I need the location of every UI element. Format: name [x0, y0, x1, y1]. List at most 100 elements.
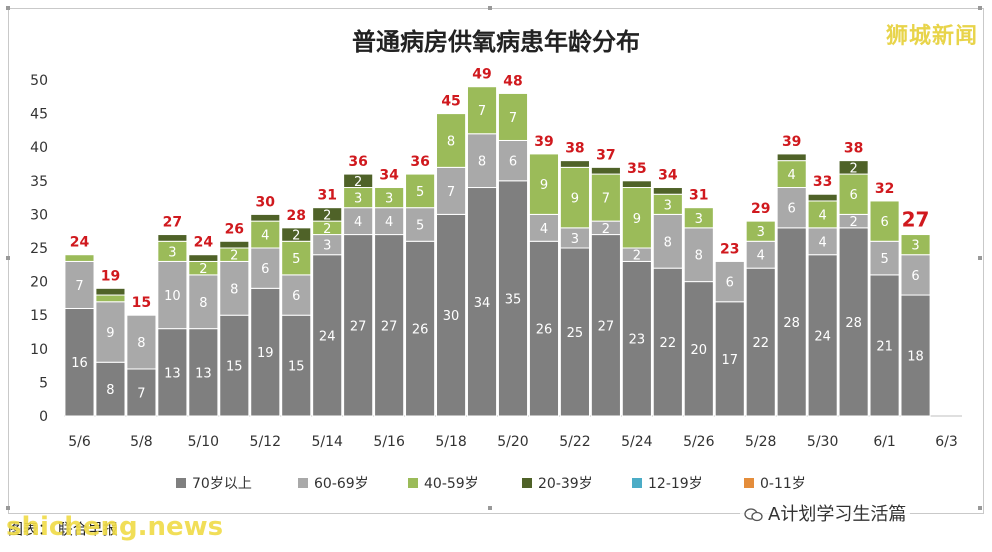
segment-label: 3 [911, 239, 919, 254]
bar-segment [466, 86, 498, 135]
x-tick-label: 5/14 [311, 434, 343, 450]
bar-segment [436, 166, 467, 215]
bar-segment [590, 166, 621, 175]
bar-segment [312, 207, 343, 222]
segment-label: 20 [691, 343, 708, 358]
total-label: 33 [813, 174, 832, 190]
total-label: 38 [844, 141, 863, 157]
bar-segment [528, 153, 560, 215]
segment-label: 18 [907, 350, 924, 365]
bar-segment [188, 254, 219, 262]
segment-label: 27 [598, 319, 615, 334]
watermark-top: 狮城新闻 [885, 24, 978, 49]
legend-swatch [632, 478, 642, 488]
segment-label: 8 [106, 383, 114, 398]
segment-label: 8 [230, 282, 238, 297]
bar-segment [312, 254, 343, 417]
total-label: 27 [163, 215, 182, 231]
total-label: 15 [132, 295, 151, 311]
bar-segment [559, 160, 590, 168]
segment-label: 26 [412, 323, 429, 338]
segment-label: 6 [880, 215, 888, 230]
bar-segment [652, 267, 683, 417]
total-label: 19 [101, 268, 120, 284]
segment-label: 4 [819, 208, 827, 223]
segment-label: 24 [814, 329, 831, 344]
segment-label: 4 [385, 215, 393, 230]
bar-chart: 0510152025303540455016724891978151310327… [30, 67, 962, 492]
resize-handle[interactable] [978, 256, 982, 260]
segment-label: 9 [106, 326, 114, 341]
bar-segment [838, 173, 869, 215]
legend-swatch [298, 478, 308, 488]
y-tick-label: 30 [30, 207, 48, 223]
x-tick-label: 5/24 [621, 434, 653, 450]
chart-title: 普通病房供氧病患年龄分布 [352, 28, 640, 56]
resize-handle[interactable] [6, 6, 10, 10]
segment-label: 22 [660, 336, 677, 351]
bar-segment [374, 187, 405, 209]
bar-segment [559, 166, 590, 229]
total-label: 30 [256, 194, 276, 210]
segment-label: 5 [416, 185, 424, 200]
bar-segment [95, 301, 126, 363]
total-label: 48 [503, 73, 522, 89]
bar-segment [188, 274, 219, 330]
segment-label: 2 [849, 215, 857, 230]
bar-segment [900, 254, 931, 296]
bar-segment [250, 287, 281, 417]
bar-segment [188, 328, 219, 417]
bar-segment [95, 361, 126, 417]
bar-segment [714, 260, 745, 303]
segment-label: 2 [849, 161, 857, 176]
total-label: 35 [627, 161, 646, 177]
segment-label: 28 [845, 316, 862, 331]
bar-segment [219, 314, 250, 417]
segment-label: 17 [721, 353, 738, 368]
segment-label: 3 [168, 245, 176, 260]
bar-segment [281, 227, 312, 242]
segment-label: 8 [199, 296, 207, 311]
bar-segment [157, 234, 188, 242]
segment-label: 8 [447, 134, 455, 149]
total-label: 23 [720, 241, 739, 257]
total-label: 24 [194, 235, 214, 251]
segment-label: 7 [509, 111, 517, 126]
total-label: 37 [596, 147, 615, 163]
y-tick-label: 5 [39, 375, 48, 391]
bar-segment [683, 281, 714, 417]
legend-swatch [522, 478, 532, 488]
segment-label: 25 [567, 326, 584, 341]
segment-label: 15 [288, 360, 305, 375]
x-tick-label: 5/8 [130, 434, 153, 450]
legend-label: 0-11岁 [760, 476, 806, 492]
bar-segment [343, 234, 374, 417]
bar-segment [652, 213, 683, 269]
y-tick-label: 50 [30, 73, 48, 89]
segment-label: 28 [783, 316, 800, 331]
bar-segment [466, 187, 498, 417]
resize-handle[interactable] [978, 6, 982, 10]
bar-segment [250, 213, 281, 222]
y-tick-label: 40 [30, 140, 48, 156]
segment-label: 2 [199, 262, 207, 277]
segment-label: 6 [292, 289, 300, 304]
resize-handle[interactable] [6, 506, 10, 510]
segment-label: 10 [164, 289, 181, 304]
x-tick-label: 5/12 [250, 434, 281, 450]
total-label: 31 [317, 188, 336, 204]
segment-label: 4 [354, 215, 362, 230]
resize-handle[interactable] [488, 6, 492, 10]
bar-segment [219, 260, 250, 316]
segment-label: 5 [292, 252, 300, 267]
segment-label: 34 [474, 296, 491, 311]
resize-handle[interactable] [978, 506, 982, 510]
x-tick-label: 5/20 [497, 434, 528, 450]
segment-label: 2 [323, 208, 331, 223]
segment-label: 9 [571, 192, 579, 207]
watermark-bottom: shicheng.news [6, 512, 224, 542]
segment-label: 30 [443, 309, 460, 324]
resize-handle[interactable] [6, 256, 10, 260]
resize-handle[interactable] [488, 506, 492, 510]
bar-segment [219, 240, 250, 249]
